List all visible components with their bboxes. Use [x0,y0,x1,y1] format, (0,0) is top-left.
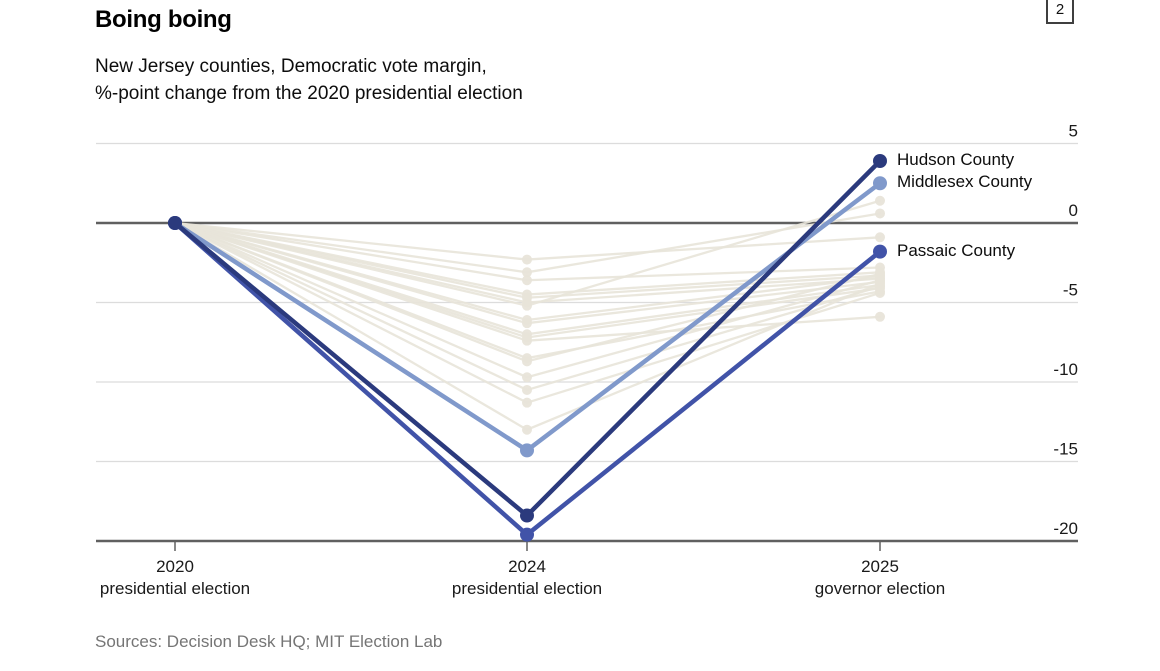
series-label-hudson-county: Hudson County [897,149,1015,169]
background-county-point [522,397,532,408]
chart-subtitle-line-2: %-point change from the 2020 presidentia… [95,83,523,104]
y-tick-label: -10 [1053,360,1078,379]
highlighted-county-point [520,527,534,542]
highlighted-county-point [168,216,182,230]
x-tick-sublabel-2020: presidential election [99,579,251,598]
background-county-point [522,356,532,367]
x-axis-label-2024: 2024 presidential election [452,556,602,600]
background-county-point [522,275,532,286]
y-tick-label: -15 [1053,440,1078,459]
background-county-point [875,287,885,298]
chart-title: Boing boing [95,6,232,33]
background-county-point [522,254,532,265]
page-number-badge[interactable]: 2 [1046,0,1074,24]
background-county-point [522,372,532,383]
x-tick-year-2024: 2024 [508,557,546,576]
highlighted-county-point [873,176,887,191]
y-tick-label: -5 [1063,281,1078,300]
highlighted-county-point [873,244,887,259]
y-tick-label: -20 [1053,519,1078,538]
background-county-point [875,311,885,322]
background-county-point [522,384,532,395]
background-county-point [522,424,532,435]
highlighted-county-point [520,508,534,523]
chart-subtitle-line-1: New Jersey counties, Democratic vote mar… [95,56,487,77]
background-county-point [522,267,532,278]
x-axis-label-2020: 2020 presidential election [100,556,250,600]
x-tick-sublabel-2025: governor election [814,579,946,598]
series-label-passaic-county: Passaic County [897,240,1016,260]
sources-note: Sources: Decision Desk HQ; MIT Election … [95,632,443,651]
x-tick-year-2020: 2020 [156,557,194,576]
background-county-point [875,208,885,219]
background-county-point [875,278,885,289]
highlighted-county-point [520,443,534,458]
background-county-point [875,232,885,243]
background-county-point [522,300,532,311]
background-county-point [875,195,885,206]
highlighted-county-point [873,153,887,168]
series-label-middlesex-county: Middlesex County [897,172,1033,192]
y-tick-label: 0 [1069,201,1078,220]
background-county-point [522,335,532,346]
y-tick-label: 5 [1069,122,1078,141]
x-tick-sublabel-2024: presidential election [451,579,603,598]
x-tick-year-2025: 2025 [861,557,899,576]
x-axis-label-2025: 2025 governor election [815,556,945,600]
background-county-point [522,318,532,329]
chart-subtitle: New Jersey counties, Democratic vote mar… [95,53,523,107]
